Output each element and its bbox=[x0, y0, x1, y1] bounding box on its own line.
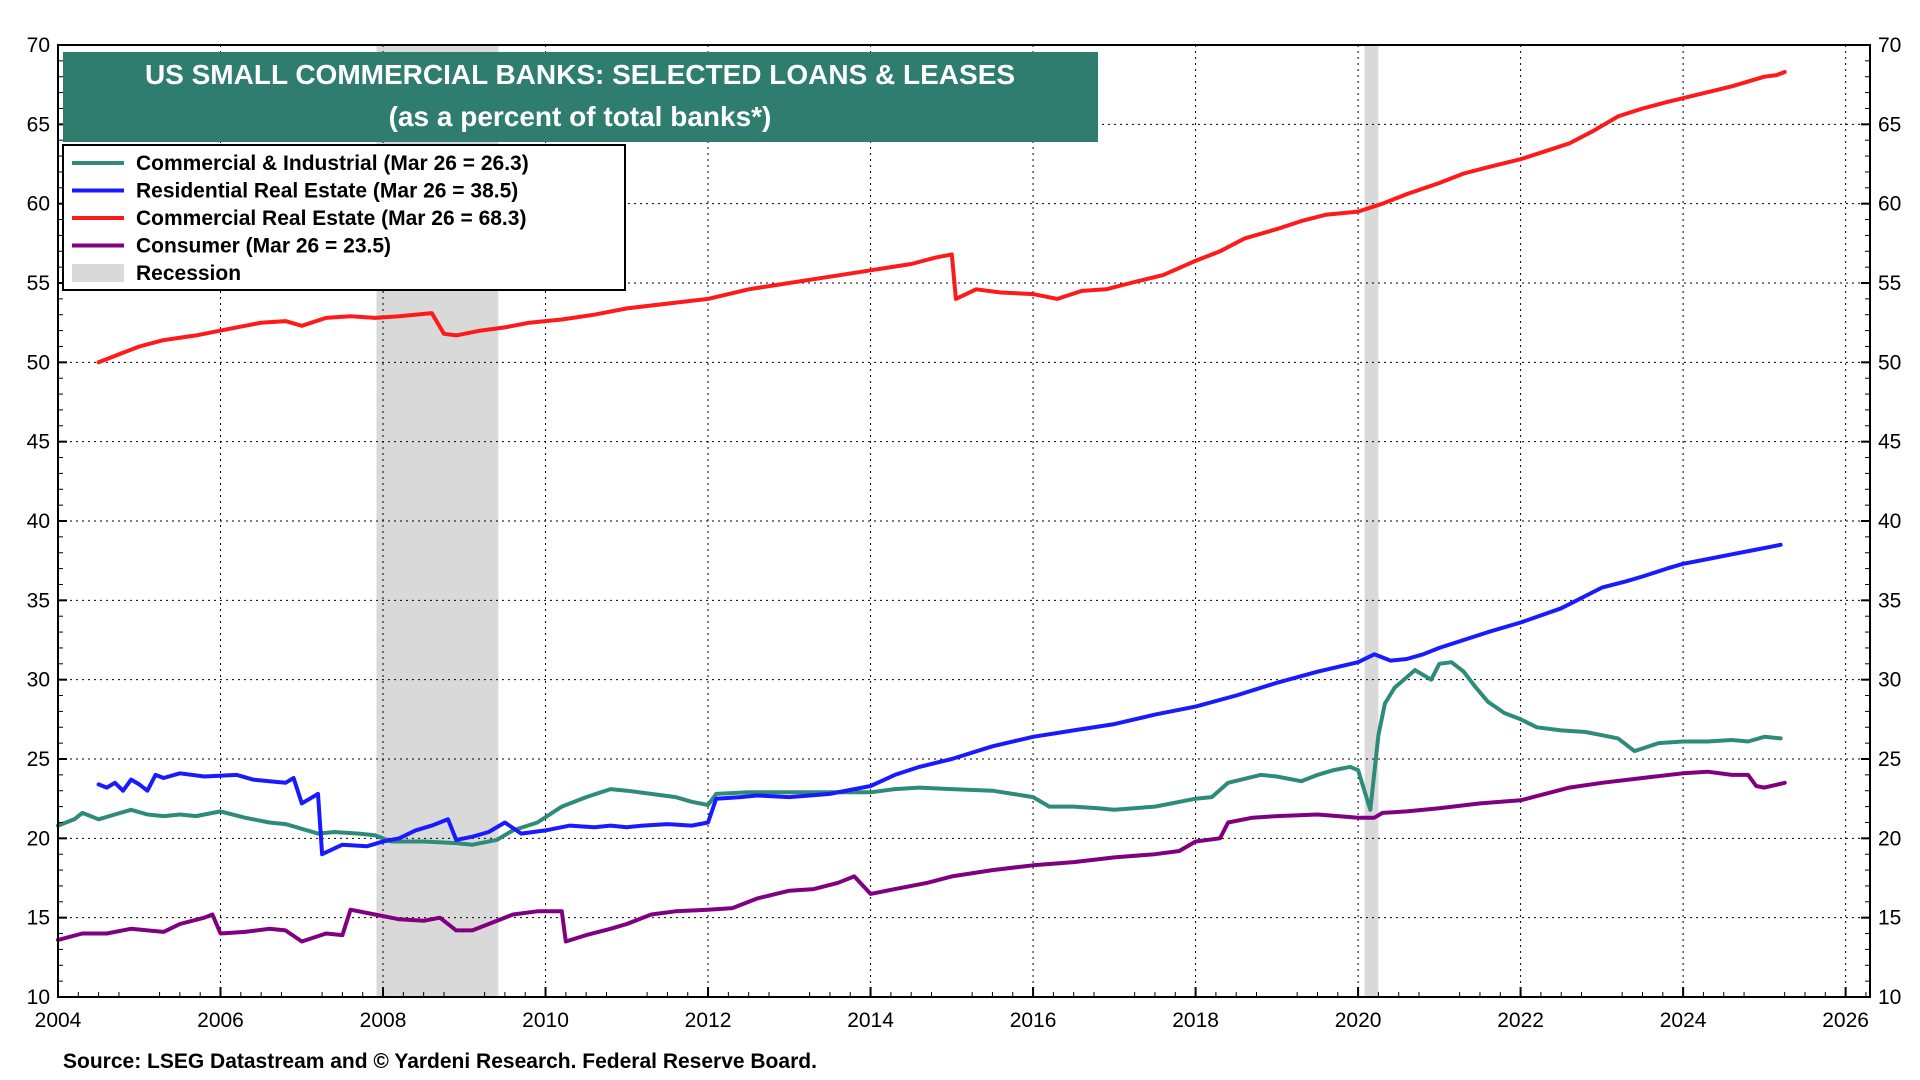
x-tick-label: 2004 bbox=[35, 1009, 82, 1032]
x-tick-label: 2012 bbox=[685, 1009, 732, 1032]
x-tick-label: 2006 bbox=[197, 1009, 244, 1032]
x-tick-label: 2010 bbox=[522, 1009, 569, 1032]
series-line-3 bbox=[96, 70, 1787, 365]
y-tick-label-right: 25 bbox=[1878, 748, 1901, 771]
y-tick-label-right: 60 bbox=[1878, 193, 1901, 216]
y-tick-label-right: 10 bbox=[1878, 986, 1901, 1009]
title-background bbox=[63, 52, 1098, 142]
x-tick-label: 2020 bbox=[1335, 1009, 1382, 1032]
legend: Commercial & Industrial (Mar 26 = 26.3) R… bbox=[62, 144, 626, 291]
x-tick-label: 2024 bbox=[1660, 1009, 1707, 1032]
legend-label-2: Residential Real Estate (Mar 26 = 38.5) bbox=[136, 180, 518, 203]
y-tick-label-left: 65 bbox=[27, 113, 50, 136]
y-tick-label-left: 35 bbox=[27, 589, 50, 612]
legend-swatch-recession bbox=[72, 264, 124, 282]
x-tick-label: 2008 bbox=[360, 1009, 407, 1032]
y-tick-label-left: 30 bbox=[27, 669, 50, 692]
y-tick-label-left: 25 bbox=[27, 748, 50, 771]
series-line-4 bbox=[56, 769, 1787, 944]
y-tick-label-right: 65 bbox=[1878, 113, 1901, 136]
series-lines bbox=[56, 70, 1787, 944]
x-tick-label: 2018 bbox=[1172, 1009, 1219, 1032]
y-tick-label-left: 45 bbox=[27, 431, 50, 454]
y-tick-label-left: 15 bbox=[27, 907, 50, 930]
x-tick-label: 2014 bbox=[847, 1009, 894, 1032]
y-tick-label-right: 35 bbox=[1878, 589, 1901, 612]
x-tick-label: 2026 bbox=[1822, 1009, 1869, 1032]
legend-label-1: Commercial & Industrial (Mar 26 = 26.3) bbox=[136, 152, 529, 175]
y-tick-label-right: 45 bbox=[1878, 431, 1901, 454]
legend-label-3: Commercial Real Estate (Mar 26 = 68.3) bbox=[136, 207, 526, 230]
y-tick-label-left: 55 bbox=[27, 272, 50, 295]
x-tick-label: 2022 bbox=[1497, 1009, 1544, 1032]
y-tick-label-right: 30 bbox=[1878, 669, 1901, 692]
y-tick-label-left: 50 bbox=[27, 351, 50, 374]
series-line-2 bbox=[96, 542, 1783, 857]
chart-title: US SMALL COMMERCIAL BANKS: SELECTED LOAN… bbox=[145, 59, 1015, 90]
chart-subtitle: (as a percent of total banks*) bbox=[389, 101, 772, 132]
x-tick-label: 2016 bbox=[1010, 1009, 1057, 1032]
legend-label-5: Recession bbox=[136, 262, 241, 285]
y-tick-label-left: 70 bbox=[27, 34, 50, 57]
y-tick-label-right: 15 bbox=[1878, 907, 1901, 930]
y-tick-label-left: 40 bbox=[27, 510, 50, 533]
source-note: Source: LSEG Datastream and © Yardeni Re… bbox=[63, 1050, 817, 1073]
y-tick-label-right: 70 bbox=[1878, 34, 1901, 57]
title-box: US SMALL COMMERCIAL BANKS: SELECTED LOAN… bbox=[63, 52, 1098, 142]
y-tick-label-right: 50 bbox=[1878, 351, 1901, 374]
series-line-1 bbox=[56, 660, 1783, 847]
y-tick-label-left: 10 bbox=[27, 986, 50, 1009]
legend-label-4: Consumer (Mar 26 = 23.5) bbox=[136, 235, 391, 258]
y-tick-label-left: 20 bbox=[27, 827, 50, 850]
y-tick-label-right: 55 bbox=[1878, 272, 1901, 295]
y-tick-label-right: 20 bbox=[1878, 827, 1901, 850]
legend-box bbox=[62, 144, 626, 291]
y-tick-label-left: 60 bbox=[27, 193, 50, 216]
y-tick-label-right: 40 bbox=[1878, 510, 1901, 533]
